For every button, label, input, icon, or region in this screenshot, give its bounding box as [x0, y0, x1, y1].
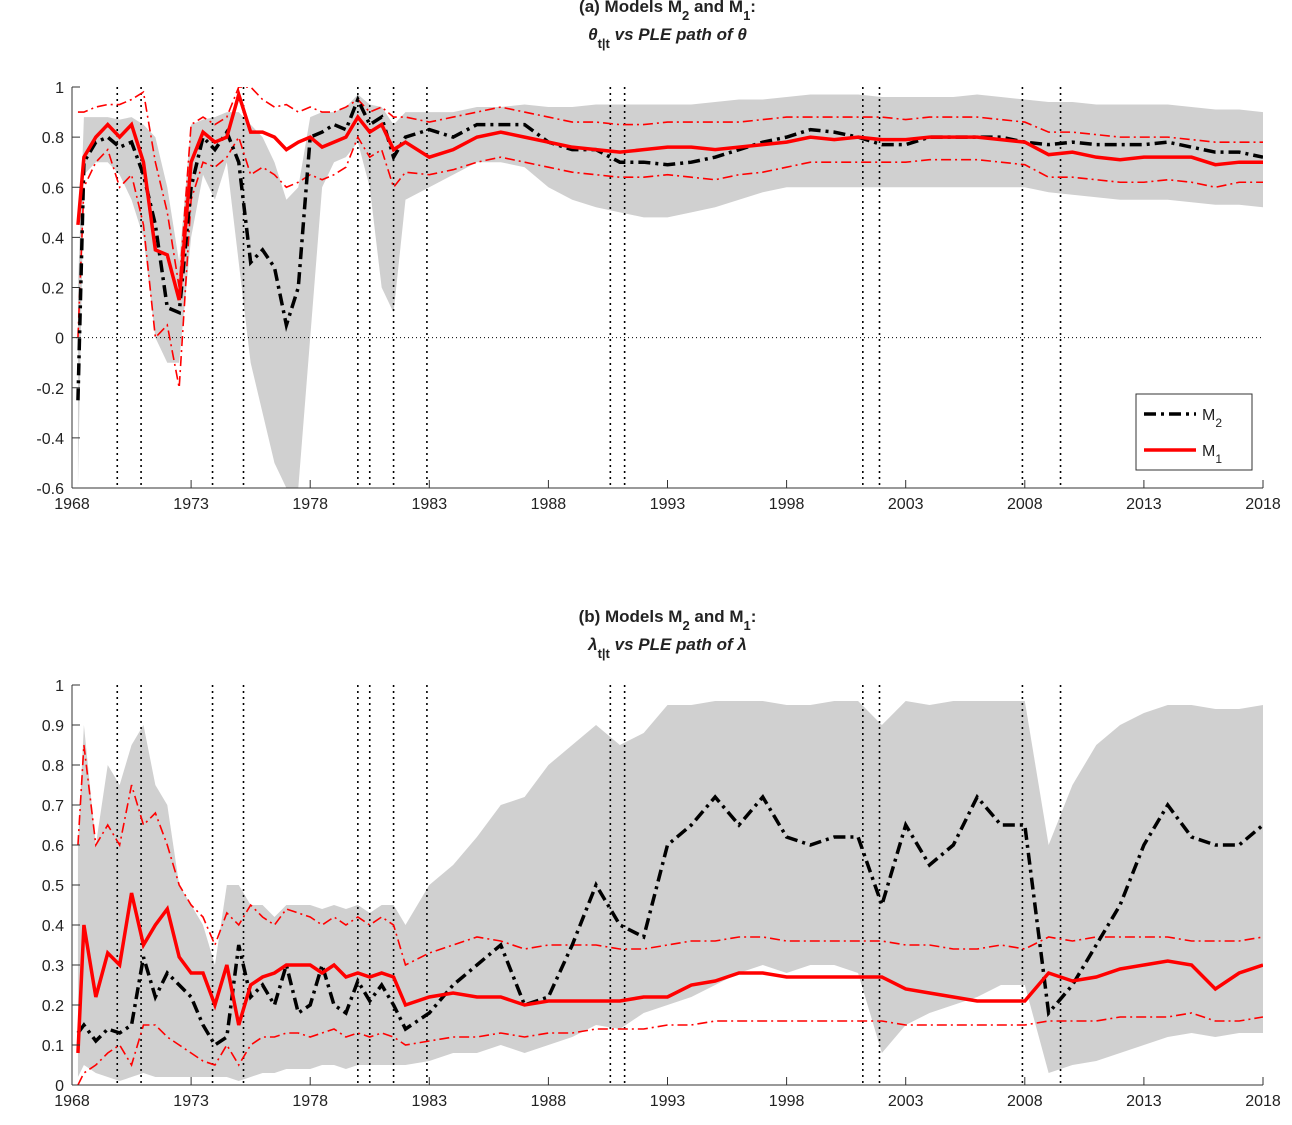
x-tick-label: 2008 [1007, 1093, 1043, 1110]
y-tick-label: 0.2 [42, 281, 64, 298]
y-tick-label: 0.7 [42, 798, 64, 815]
x-tick-label: 1968 [54, 1093, 90, 1110]
x-tick-label: 1983 [412, 496, 448, 513]
y-tick-label: -0.6 [36, 481, 64, 498]
x-tick-label: 1968 [54, 496, 90, 513]
series-line [76, 892, 1263, 1054]
band-area [77, 94, 1263, 488]
x-tick-label: 1998 [769, 496, 805, 513]
y-tick-label: -0.4 [36, 431, 64, 448]
x-tick-label: 2008 [1007, 496, 1043, 513]
series-line [76, 88, 1263, 301]
x-tick-label: 1998 [769, 1093, 805, 1110]
x-tick-label: 1978 [292, 496, 328, 513]
x-tick-label: 2018 [1245, 1093, 1281, 1110]
y-tick-label: 0.2 [42, 998, 64, 1015]
chart-title: (b) Models M2 and M1: [579, 607, 757, 633]
y-tick-label: 0 [55, 1078, 64, 1095]
title-subscript: 2 [682, 8, 689, 23]
y-tick-label: 0.1 [42, 1038, 64, 1055]
x-tick-label: 1993 [650, 1093, 686, 1110]
x-tick-label: 2013 [1126, 1093, 1162, 1110]
title-text: θ [588, 25, 598, 44]
title-subscript: 2 [682, 618, 689, 633]
y-tick-label: -0.2 [36, 381, 64, 398]
y-tick-label: 0.4 [42, 918, 64, 935]
interval-line [77, 87, 1263, 288]
y-tick-label: 0.3 [42, 958, 64, 975]
y-tick-label: 0.9 [42, 718, 64, 735]
x-tick-label: 1993 [650, 496, 686, 513]
y-tick-label: 0.8 [42, 130, 64, 147]
y-tick-label: 1 [55, 80, 64, 97]
title-text: (b) Models M [579, 607, 683, 626]
legend-label: M2 [1202, 407, 1222, 430]
x-tick-label: 2003 [888, 496, 924, 513]
title-text: and M [689, 0, 743, 16]
title-text: and M [690, 607, 744, 626]
chart-title: λt|t vs PLE path of λ [587, 635, 747, 661]
y-tick-label: 0 [55, 331, 64, 348]
title-text: λ [587, 635, 597, 654]
x-tick-label: 2013 [1126, 496, 1162, 513]
interval-line [77, 744, 1263, 967]
title-subscript: t|t [598, 36, 611, 51]
title-text: : [750, 0, 756, 16]
legend-text: M [1202, 407, 1215, 424]
x-tick-label: 1973 [173, 1093, 209, 1110]
x-tick-label: 1988 [531, 496, 567, 513]
y-tick-label: 0.8 [42, 758, 64, 775]
legend-subscript: 2 [1215, 416, 1222, 430]
interval-line [77, 1012, 1263, 1085]
x-tick-label: 1988 [531, 1093, 567, 1110]
y-tick-label: 0.6 [42, 838, 64, 855]
interval-line [77, 135, 1263, 388]
y-tick-label: 0.4 [42, 230, 64, 247]
band-area [77, 701, 1263, 1081]
title-text: (a) Models M [579, 0, 682, 16]
x-tick-label: 1978 [292, 1093, 328, 1110]
title-subscript: t|t [598, 646, 611, 661]
y-tick-label: 0.6 [42, 180, 64, 197]
x-tick-label: 1983 [412, 1093, 448, 1110]
title-subscript: 1 [743, 8, 750, 23]
chart-title: (a) Models M2 and M1: [579, 0, 756, 23]
x-tick-label: 1973 [173, 496, 209, 513]
title-text: : [751, 607, 757, 626]
title-text: vs PLE path of θ [610, 25, 748, 44]
x-tick-label: 2003 [888, 1093, 924, 1110]
title-text: vs PLE path of λ [610, 635, 747, 654]
legend-text: M [1202, 443, 1215, 460]
legend-label: M1 [1202, 443, 1222, 466]
title-subscript: 1 [744, 618, 751, 633]
y-tick-label: 0.5 [42, 878, 64, 895]
y-tick-label: 1 [55, 678, 64, 695]
chart-title: θt|t vs PLE path of θ [588, 25, 747, 51]
legend-subscript: 1 [1215, 452, 1222, 466]
legend-box [1135, 393, 1253, 471]
x-tick-label: 2018 [1245, 496, 1281, 513]
series-line [76, 793, 1263, 1048]
